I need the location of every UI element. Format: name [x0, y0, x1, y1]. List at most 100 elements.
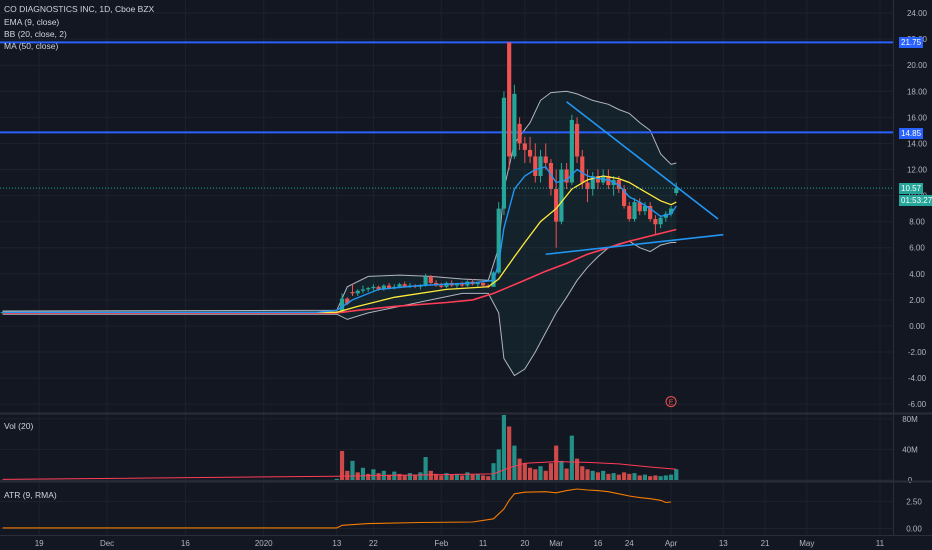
- volume-bar[interactable]: [376, 473, 381, 480]
- candle-body[interactable]: [360, 289, 366, 291]
- candle-body[interactable]: [339, 298, 345, 313]
- candle-body[interactable]: [517, 123, 522, 144]
- candle-body[interactable]: [355, 290, 360, 294]
- volume-bar[interactable]: [564, 468, 569, 480]
- candle-body[interactable]: [554, 189, 559, 222]
- candle-body[interactable]: [350, 292, 355, 294]
- volume-bar[interactable]: [611, 473, 616, 480]
- ema-legend[interactable]: EMA (9, close): [4, 17, 60, 27]
- volume-bar[interactable]: [648, 476, 653, 480]
- candle-body[interactable]: [439, 285, 444, 287]
- symbol-title[interactable]: CO DIAGNOSTICS INC, 1D, Cboe BZX: [4, 4, 155, 14]
- volume-bar[interactable]: [475, 473, 480, 480]
- volume-bar[interactable]: [674, 469, 679, 480]
- candle-body[interactable]: [668, 208, 674, 214]
- volume-bar[interactable]: [480, 475, 486, 480]
- volume-bar[interactable]: [637, 475, 642, 480]
- volume-bar[interactable]: [621, 472, 627, 480]
- volume-bar[interactable]: [465, 472, 470, 480]
- candle-body[interactable]: [507, 42, 512, 157]
- candle-body[interactable]: [621, 189, 627, 206]
- volume-bar[interactable]: [522, 463, 527, 480]
- trendline-upper[interactable]: [566, 101, 719, 220]
- candle-body[interactable]: [574, 123, 580, 157]
- candle-body[interactable]: [642, 206, 648, 212]
- atr-pane[interactable]: [2, 488, 672, 529]
- volume-bar[interactable]: [632, 473, 637, 480]
- candle-body[interactable]: [512, 93, 517, 157]
- volume-bar[interactable]: [407, 473, 413, 480]
- volume-bar[interactable]: [569, 435, 574, 480]
- candle-body[interactable]: [632, 202, 637, 220]
- earnings-marker-icon[interactable]: [665, 396, 677, 408]
- candle-body[interactable]: [454, 284, 460, 286]
- volume-bar[interactable]: [334, 478, 339, 480]
- volume-bar[interactable]: [402, 475, 407, 480]
- volume-bar[interactable]: [350, 460, 355, 480]
- candle-body[interactable]: [559, 169, 564, 222]
- candle-body[interactable]: [527, 149, 533, 157]
- candle-body[interactable]: [543, 156, 548, 163]
- candle-body[interactable]: [381, 285, 386, 290]
- volume-bar[interactable]: [533, 469, 538, 480]
- bb-legend[interactable]: BB (20, close, 2): [4, 29, 67, 39]
- candle-body[interactable]: [538, 156, 543, 177]
- volume-bar[interactable]: [428, 470, 433, 480]
- candle-body[interactable]: [397, 284, 402, 287]
- volume-bar[interactable]: [538, 466, 543, 480]
- volume-bar[interactable]: [512, 445, 517, 480]
- candle-body[interactable]: [648, 206, 653, 220]
- candle-body[interactable]: [522, 143, 527, 150]
- volume-bar[interactable]: [371, 469, 376, 480]
- volume-bar[interactable]: [366, 473, 371, 480]
- volume-bar[interactable]: [460, 475, 465, 480]
- atr-legend[interactable]: ATR (9, RMA): [4, 490, 57, 500]
- volume-bar[interactable]: [501, 415, 507, 480]
- ma-legend[interactable]: MA (50, close): [4, 41, 59, 51]
- candle-body[interactable]: [658, 217, 663, 225]
- candle-body[interactable]: [460, 284, 465, 286]
- volume-bar[interactable]: [470, 474, 475, 480]
- volume-bar[interactable]: [668, 474, 674, 480]
- volume-bar[interactable]: [658, 476, 663, 480]
- volume-bar[interactable]: [653, 475, 658, 480]
- volume-bar[interactable]: [345, 470, 350, 480]
- candle-body[interactable]: [371, 286, 376, 289]
- candle-body[interactable]: [345, 298, 350, 304]
- volume-bar[interactable]: [554, 445, 559, 480]
- volume-legend[interactable]: Vol (20): [4, 421, 34, 431]
- candle-body[interactable]: [475, 282, 480, 285]
- trendline-lower[interactable]: [545, 233, 724, 256]
- volume-bar[interactable]: [413, 474, 418, 480]
- candle-body[interactable]: [423, 276, 428, 286]
- candle-body[interactable]: [533, 156, 538, 177]
- volume-bar[interactable]: [517, 458, 522, 480]
- volume-bar[interactable]: [507, 426, 512, 480]
- volume-bar[interactable]: [433, 473, 439, 480]
- volume-bar[interactable]: [663, 475, 668, 480]
- volume-bar[interactable]: [606, 473, 611, 480]
- volume-bar[interactable]: [574, 458, 580, 480]
- candle-body[interactable]: [501, 97, 507, 209]
- candle-body[interactable]: [637, 202, 642, 212]
- volume-bar[interactable]: [439, 475, 444, 480]
- volume-bar[interactable]: [559, 460, 564, 480]
- volume-bar[interactable]: [527, 467, 533, 480]
- volume-bar[interactable]: [486, 476, 491, 480]
- price-pane[interactable]: E: [0, 41, 893, 408]
- candle-body[interactable]: [569, 119, 574, 183]
- candle-body[interactable]: [674, 188, 679, 193]
- candle-body[interactable]: [590, 176, 595, 190]
- volume-bar[interactable]: [585, 469, 590, 480]
- candle-body[interactable]: [496, 208, 501, 273]
- candle-body[interactable]: [402, 284, 407, 287]
- volume-bar[interactable]: [548, 463, 554, 480]
- volume-bar[interactable]: [595, 472, 601, 480]
- candle-body[interactable]: [376, 286, 381, 290]
- candle-body[interactable]: [548, 162, 554, 190]
- volume-bar[interactable]: [543, 470, 548, 480]
- volume-bar[interactable]: [627, 473, 632, 480]
- candle-body[interactable]: [386, 285, 392, 289]
- volume-bar[interactable]: [386, 474, 392, 480]
